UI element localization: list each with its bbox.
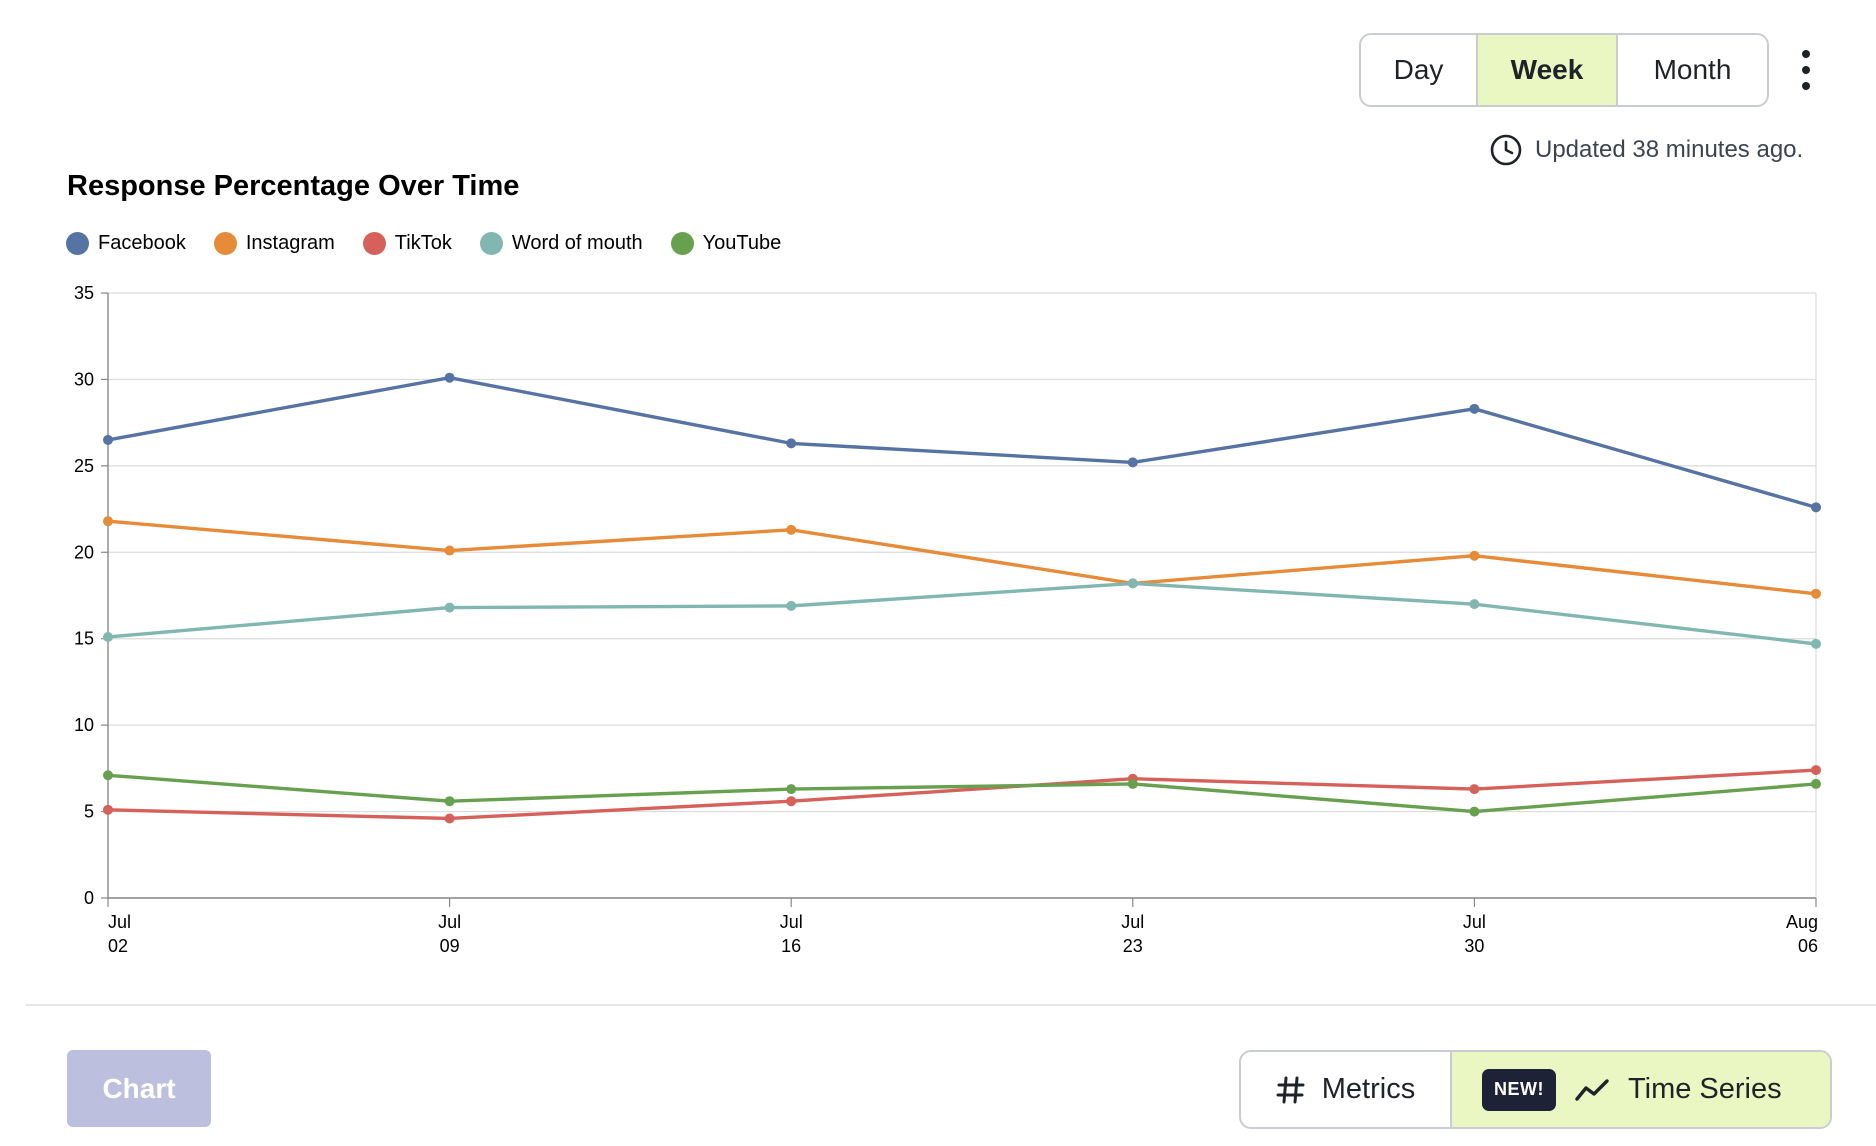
x-tick-label-day: 09	[440, 936, 460, 956]
last-updated: Updated 38 minutes ago.	[1489, 132, 1803, 168]
data-point-tiktok	[1811, 765, 1821, 776]
x-tick-label-day: 30	[1464, 936, 1484, 956]
chart-legend: Facebook Instagram TikTok Word of mouth YouT…	[66, 230, 809, 256]
legend-swatch	[670, 231, 694, 255]
divider	[26, 1004, 1876, 1006]
data-point-word-of-mouth	[444, 602, 455, 613]
hash-icon	[1276, 1076, 1305, 1103]
x-tick-label-day: 06	[1798, 936, 1818, 956]
time-series-button[interactable]: NEW! Time Series	[1452, 1052, 1830, 1127]
y-tick-label: 0	[84, 888, 94, 908]
y-tick-label: 25	[74, 456, 94, 476]
chart-title: Response Percentage Over Time	[67, 170, 520, 202]
data-point-tiktok	[444, 813, 455, 824]
x-tick-label-month: Aug	[1786, 912, 1818, 932]
clock-icon	[1490, 134, 1522, 166]
legend-label: Facebook	[98, 231, 186, 254]
y-tick-label: 30	[74, 369, 94, 389]
data-point-instagram	[1811, 588, 1821, 599]
data-point-instagram	[1469, 550, 1480, 561]
period-day-button[interactable]: Day	[1361, 35, 1478, 105]
x-tick-label-month: Jul	[1463, 912, 1486, 932]
data-point-facebook	[444, 372, 455, 383]
series-line-facebook	[107, 376, 1817, 509]
data-point-tiktok	[786, 796, 797, 807]
series-line-instagram	[107, 519, 1817, 596]
x-tick-label-month: Jul	[108, 912, 131, 932]
legend-swatch	[66, 231, 89, 255]
data-point-facebook	[1811, 502, 1821, 513]
legend-item[interactable]: TikTok	[362, 231, 452, 255]
series-line-youtube	[107, 773, 1817, 814]
x-tick-label-day: 02	[108, 936, 128, 956]
data-point-word-of-mouth	[786, 600, 797, 611]
x-tick-label-month: Jul	[1121, 912, 1144, 932]
legend-swatch	[213, 231, 237, 255]
y-tick-label: 15	[74, 629, 94, 649]
metrics-button[interactable]: Metrics	[1241, 1052, 1452, 1127]
time-series-label: Time Series	[1628, 1073, 1782, 1105]
legend-label: YouTube	[702, 231, 782, 254]
x-tick-label-month: Jul	[438, 912, 461, 932]
legend-item[interactable]: Word of mouth	[479, 231, 643, 255]
trend-line-icon	[1575, 1078, 1609, 1101]
data-point-youtube	[1469, 806, 1480, 817]
series-line-word-of-mouth	[107, 581, 1817, 646]
legend-item[interactable]: Facebook	[66, 231, 186, 255]
data-point-word-of-mouth	[103, 631, 113, 642]
legend-item[interactable]: Instagram	[213, 231, 335, 255]
line-chart: 0 5 10 15 20 25 30 35 Jul 02 Jul 09 Jul 16 Jul 23 Jul 30 A…	[74, 283, 1821, 956]
data-point-youtube	[103, 770, 113, 781]
x-tick-label-month: Jul	[780, 912, 803, 932]
data-point-instagram	[103, 516, 113, 527]
legend-item[interactable]: YouTube	[670, 231, 782, 255]
period-week-button[interactable]: Week	[1478, 35, 1618, 105]
legend-swatch	[362, 231, 386, 255]
chart-button[interactable]: Chart	[67, 1050, 211, 1127]
data-point-youtube	[786, 784, 797, 795]
data-point-youtube	[1811, 778, 1821, 789]
x-tick-label-day: 23	[1123, 936, 1143, 956]
data-point-instagram	[786, 524, 797, 535]
data-point-youtube	[444, 796, 455, 807]
data-point-facebook	[1469, 403, 1480, 414]
data-point-facebook	[1127, 457, 1138, 468]
view-toggle: Metrics NEW! Time Series	[1239, 1050, 1832, 1129]
y-tick-label: 10	[74, 715, 94, 735]
y-tick-label: 35	[74, 283, 94, 303]
period-toggle: Day Week Month	[1359, 33, 1769, 107]
period-month-button[interactable]: Month	[1653, 54, 1732, 85]
y-tick-label: 5	[84, 802, 94, 822]
data-point-word-of-mouth	[1127, 578, 1138, 589]
data-point-word-of-mouth	[1811, 638, 1821, 649]
y-tick-label: 20	[74, 542, 94, 562]
last-updated-text: Updated 38 minutes ago.	[1535, 136, 1804, 163]
data-point-facebook	[103, 434, 113, 445]
new-badge: NEW!	[1482, 1068, 1556, 1111]
legend-label: Word of mouth	[511, 231, 643, 254]
series-line-tiktok	[107, 768, 1817, 821]
data-point-facebook	[786, 438, 797, 449]
legend-label: Instagram	[245, 231, 335, 254]
metrics-label: Metrics	[1321, 1073, 1416, 1105]
legend-label: TikTok	[394, 231, 452, 254]
data-point-word-of-mouth	[1469, 599, 1480, 610]
x-tick-label-day: 16	[781, 936, 801, 956]
more-options-icon[interactable]	[1796, 50, 1816, 90]
data-point-instagram	[444, 545, 455, 556]
data-point-tiktok	[1469, 784, 1480, 795]
data-point-youtube	[1127, 778, 1138, 789]
legend-swatch	[479, 231, 503, 255]
data-point-tiktok	[103, 804, 113, 815]
